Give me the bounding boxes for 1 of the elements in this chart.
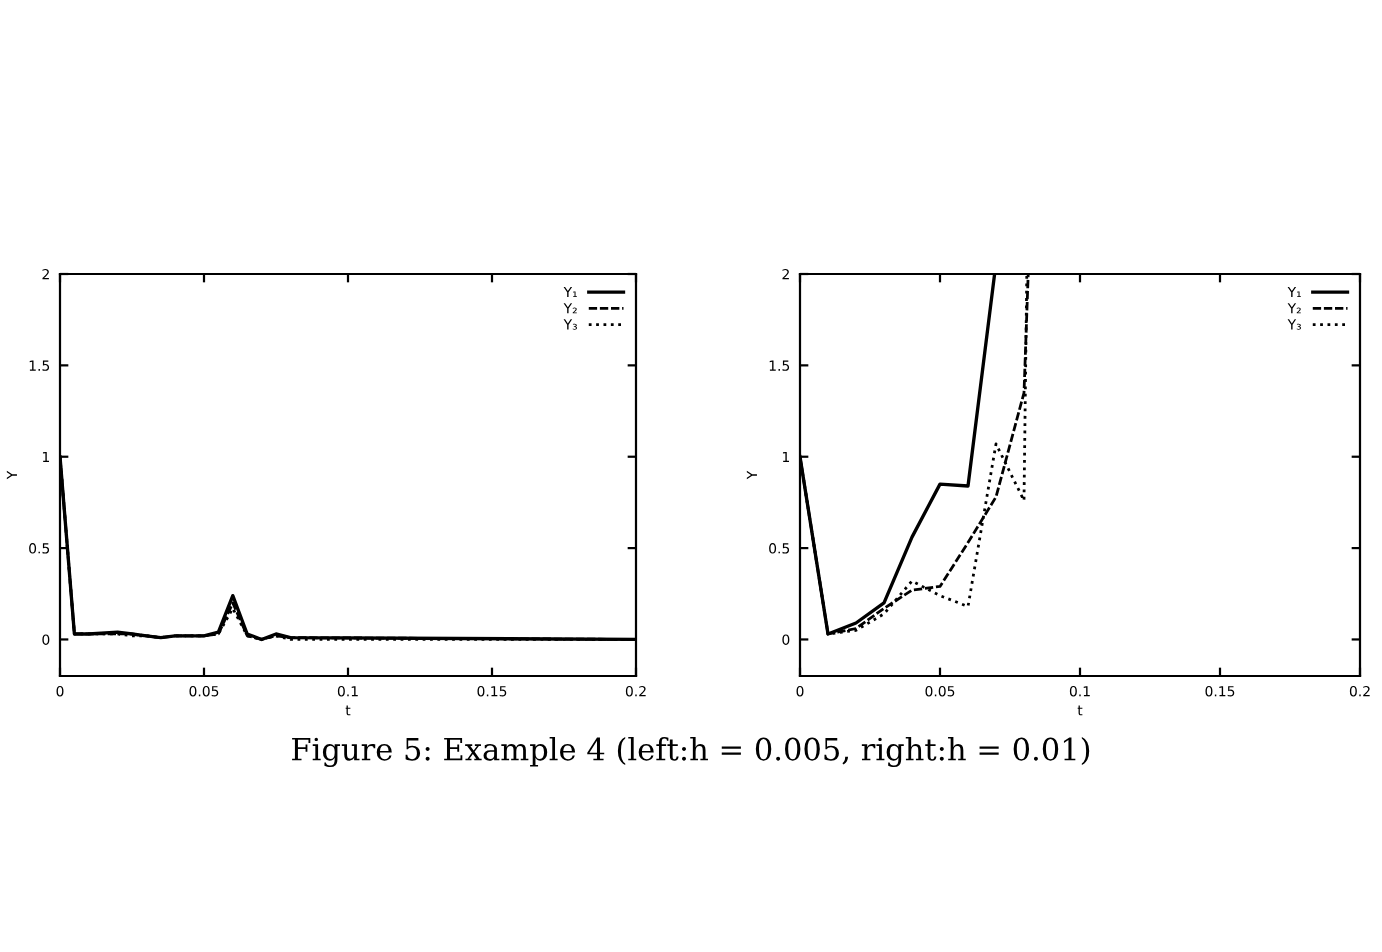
caption: Figure 5: Example 4 (left:h = 0.005, right:h = 0.01) bbox=[292, 737, 1090, 767]
